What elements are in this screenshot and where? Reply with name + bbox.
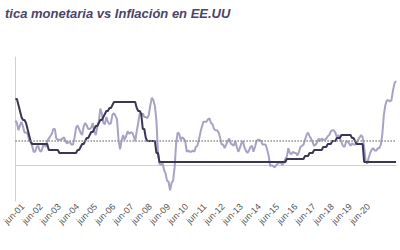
svg-text:jun-01: jun-01 [1,201,27,227]
svg-text:jun-16: jun-16 [274,201,300,227]
svg-text:jun-05: jun-05 [74,201,100,227]
svg-text:jun-11: jun-11 [184,201,209,226]
svg-text:jun-18: jun-18 [311,201,336,227]
svg-text:jun-13: jun-13 [220,201,245,227]
svg-text:jun-10: jun-10 [165,201,190,226]
svg-text:jun-02: jun-02 [20,201,45,227]
svg-text:jun-03: jun-03 [38,201,63,227]
svg-text:jun-15: jun-15 [256,201,282,227]
svg-text:jun-07: jun-07 [111,201,136,227]
svg-text:jun-12: jun-12 [201,201,227,227]
svg-text:jun-19: jun-19 [329,201,354,227]
svg-text:jun-20: jun-20 [347,201,372,226]
svg-text:jun-06: jun-06 [92,201,118,227]
svg-text:jun-08: jun-08 [129,201,154,227]
svg-text:jun-14: jun-14 [238,201,264,227]
svg-text:tica monetaria vs Inflación en: tica monetaria vs Inflación en EE.UU [5,6,231,21]
svg-text:jun-17: jun-17 [292,201,318,227]
svg-text:jun-09: jun-09 [147,201,173,227]
svg-text:jun-04: jun-04 [56,201,82,227]
